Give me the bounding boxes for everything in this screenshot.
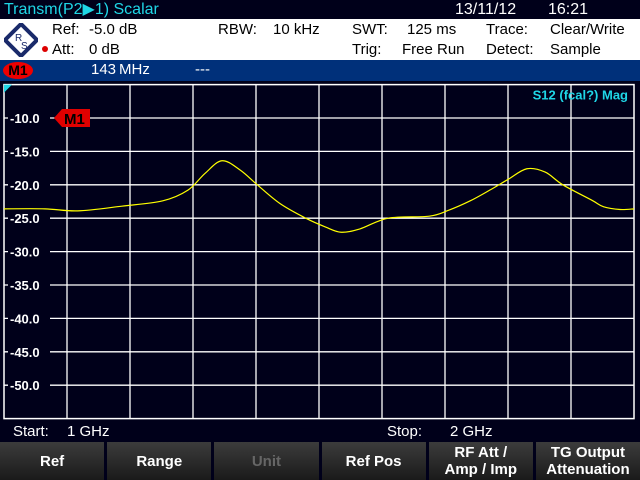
softkey-rf-button[interactable]: RF Att / Amp / Imp (428, 442, 533, 480)
stop-label: Stop: (387, 423, 423, 440)
ref-value: -5.0 dB (89, 21, 138, 38)
marker-badge[interactable]: M1 (3, 62, 33, 79)
marker-m1-icon (54, 109, 90, 127)
y-tick-label: -40.0 (10, 311, 40, 326)
tick-bg (8, 176, 50, 193)
att-label: Att: (52, 41, 75, 58)
trace-label: Trace: (486, 21, 528, 38)
trig-label: Trig: (352, 41, 382, 58)
swt-label: SWT: (352, 21, 388, 38)
softkey-tg-button[interactable]: TG Output Attenuation (535, 442, 640, 480)
ref-level-icon (4, 84, 12, 93)
marker-value: --- (195, 61, 210, 78)
y-tick-label: -50.0 (10, 378, 40, 393)
tick-bg (8, 343, 50, 360)
marker-bar: M1 143 MHz --- (0, 60, 640, 81)
softkey-range-button[interactable]: Range (107, 442, 212, 480)
rbw-label: RBW: (218, 21, 257, 38)
svg-text:R: R (15, 33, 22, 44)
frequency-span-bar: Start: 1 GHz Stop: 2 GHz (0, 421, 640, 442)
softkey-ref-button[interactable]: Ref (0, 442, 105, 480)
start-value[interactable]: 1 GHz (67, 423, 110, 440)
tick-bg (8, 310, 50, 327)
start-label: Start: (13, 423, 49, 440)
y-tick-label: -25.0 (10, 211, 40, 226)
rs-logo-icon: R S (4, 23, 38, 57)
trace-plot[interactable]: -10.0 -15.0 -20.0 -25.0 -30.0 -35.0 -40.0 -45.0… (0, 81, 640, 421)
detect-label: Detect: (486, 41, 534, 58)
marker-m1-label: M1 (64, 111, 85, 128)
softkey-bar: Ref Range Unit Ref Pos RF Att / Amp / Imp TG … (0, 442, 640, 480)
tick-bg (8, 243, 50, 260)
title-bar: Transm(P2▶1) Scalar 13/11/12 16:21 (0, 0, 640, 19)
y-tick-label: -20.0 (10, 178, 40, 193)
detect-value: Sample (550, 41, 601, 58)
trace-value: Clear/Write (550, 21, 625, 38)
ref-label: Ref: (52, 21, 80, 38)
y-tick-label: -45.0 (10, 345, 40, 360)
trace-line (3, 160, 635, 233)
swt-value: 125 ms (407, 21, 457, 38)
y-tick-label: -15.0 (10, 144, 40, 159)
tick-bg (8, 277, 50, 293)
marker-frequency: 143 MHz (91, 61, 150, 78)
svg-text:S: S (21, 41, 28, 52)
tick-bg (8, 377, 50, 394)
rbw-value: 10 kHz (273, 21, 320, 38)
date: 13/11/12 (455, 1, 517, 18)
att-value: 0 dB (89, 41, 120, 58)
tick-bg (8, 210, 50, 227)
softkey-unit-button: Unit (214, 442, 319, 480)
att-indicator-icon (42, 46, 48, 52)
trig-value: Free Run (402, 41, 465, 58)
stop-value[interactable]: 2 GHz (450, 423, 493, 440)
y-tick-label: -10.0 (10, 111, 40, 126)
y-tick-label: -30.0 (10, 245, 40, 260)
tick-bg (8, 110, 50, 126)
time: 16:21 (548, 1, 589, 18)
settings-panel: R S Ref: -5.0 dB Att: 0 dB RBW: 10 kHz S… (0, 19, 640, 60)
tick-bg (8, 143, 50, 160)
trace-label: S12 (fcal?) Mag (533, 88, 628, 103)
softkey-ref-button[interactable]: Ref Pos (321, 442, 426, 480)
mode-title: Transm(P2▶1) Scalar (4, 1, 159, 18)
y-tick-label: -35.0 (10, 278, 40, 293)
